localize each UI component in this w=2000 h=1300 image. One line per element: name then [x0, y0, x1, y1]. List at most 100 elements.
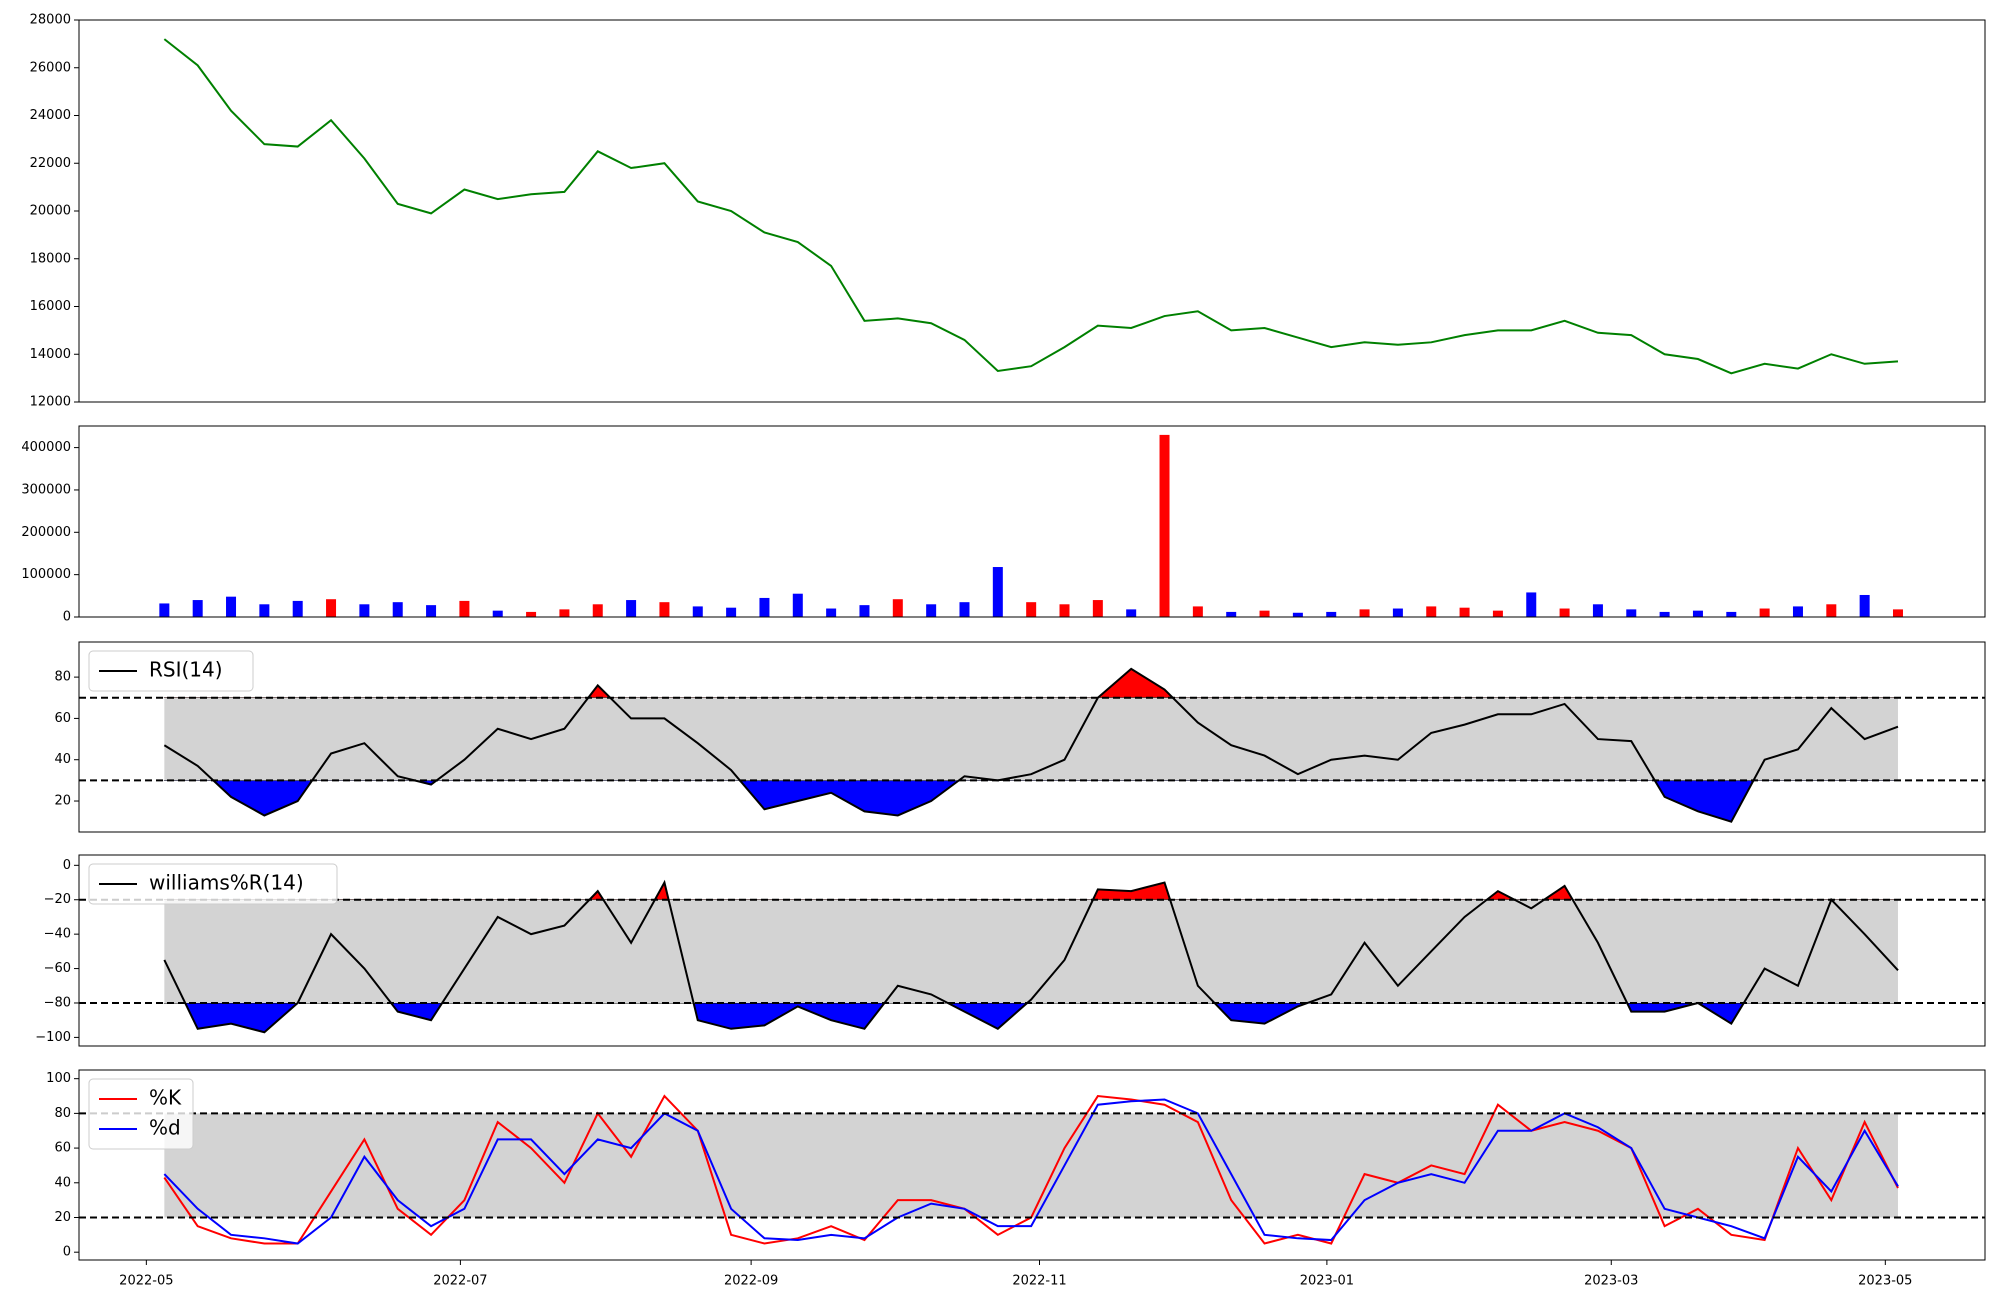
y-tick-label: 20: [54, 794, 71, 809]
y-tick-label: 14000: [30, 347, 71, 362]
y-tick-label: −20: [44, 892, 71, 907]
bar: [192, 600, 203, 617]
bar: [159, 603, 170, 617]
legend-label: williams%R(14): [149, 871, 304, 895]
legend: williams%R(14): [88, 863, 338, 905]
y-tick-label: 100000: [21, 567, 71, 582]
bar: [226, 596, 237, 617]
bar: [1792, 606, 1803, 617]
bar: [959, 602, 970, 617]
series-line: [163, 879, 1899, 1034]
x-tick-label: 2022-11: [1012, 1274, 1066, 1289]
bar: [692, 606, 703, 617]
x-tick-label: 2023-01: [1300, 1274, 1354, 1289]
bar: [1426, 606, 1437, 617]
legend: RSI(14): [88, 650, 254, 692]
overbought-fill: [163, 668, 1899, 698]
panel: 12000 14000 16000 18000 20000 22000 24000 26000…: [30, 13, 1986, 410]
bar: [1559, 608, 1570, 617]
bar: [426, 605, 437, 617]
y-tick-label: 80: [54, 1106, 71, 1121]
plot-frame: [78, 1069, 1986, 1261]
bar: [1359, 609, 1370, 617]
legend-label: %K: [149, 1086, 182, 1110]
y-tick-label: 60: [54, 711, 71, 726]
y-tick-label: 18000: [30, 251, 71, 266]
bar: [1726, 611, 1737, 617]
threshold-band: [164, 1113, 1898, 1218]
bar: [1259, 610, 1270, 617]
panel: −100 −80 −60 −40 −20 0 williams%R(14): [35, 854, 1986, 1047]
y-tick-label: 20: [54, 1210, 71, 1225]
bar: [292, 600, 303, 617]
bar: [1059, 604, 1070, 617]
bar: [1826, 604, 1837, 617]
x-tick-label: 2023-05: [1858, 1274, 1912, 1289]
bar: [1126, 609, 1137, 617]
bar: [759, 597, 770, 617]
y-tick-label: 60: [54, 1141, 71, 1156]
legend-label: RSI(14): [149, 658, 223, 682]
y-tick-label: 24000: [30, 108, 71, 123]
bar: [926, 604, 937, 617]
plot-frame: [78, 425, 1986, 618]
y-tick-label: 300000: [21, 482, 71, 497]
bar: [592, 604, 603, 617]
y-tick-label: 100: [46, 1071, 71, 1086]
panel: 0 100000 200000 300000 400000: [21, 425, 1986, 625]
y-tick-label: 0: [63, 610, 71, 625]
bar: [392, 602, 403, 617]
bar: [726, 607, 737, 617]
legend-box: [88, 650, 254, 692]
bar: [1859, 594, 1870, 617]
bar: [1759, 608, 1770, 617]
y-tick-label: 16000: [30, 299, 71, 314]
bar: [1026, 602, 1037, 617]
bar: [1459, 607, 1470, 617]
bar: [526, 611, 537, 617]
panel: 0 20 40 60 80 100 %K %d: [46, 1069, 1986, 1261]
y-tick-label: 12000: [30, 395, 71, 410]
bar: [326, 599, 337, 617]
panel: 20 40 60 80 RSI(14): [54, 641, 1986, 833]
bar: [992, 567, 1003, 617]
bar: [459, 600, 470, 617]
bar: [259, 604, 270, 617]
y-tick-label: 80: [54, 670, 71, 685]
plot-frame: [78, 854, 1986, 1047]
bar: [359, 604, 370, 617]
bar: [1626, 609, 1637, 617]
bar: [1659, 611, 1670, 617]
bar: [1392, 608, 1403, 617]
bar: [1159, 434, 1170, 617]
y-tick-label: 28000: [30, 13, 71, 28]
threshold-band: [164, 697, 1898, 781]
y-tick-label: −40: [44, 927, 71, 942]
bar: [1192, 606, 1203, 617]
legend: %K %d: [88, 1078, 194, 1150]
bar: [1292, 612, 1303, 617]
bar: [792, 593, 803, 617]
bar: [559, 609, 570, 617]
series-line: [163, 1098, 1899, 1245]
bar: [1892, 609, 1903, 617]
bar: [1592, 604, 1603, 617]
bar: [1092, 600, 1103, 617]
bar: [626, 600, 637, 617]
y-tick-label: 22000: [30, 156, 71, 171]
bar: [826, 608, 837, 617]
series-line: [163, 667, 1899, 823]
x-tick-label: 2022-09: [724, 1274, 778, 1289]
y-tick-label: 20000: [30, 204, 71, 219]
bar: [1526, 592, 1537, 617]
bar: [1226, 611, 1237, 617]
series-line: [163, 38, 1899, 375]
y-tick-label: 40: [54, 1175, 71, 1190]
legend-label: %d: [149, 1116, 181, 1140]
x-tick-label: 2023-03: [1584, 1274, 1638, 1289]
plot-frame: [78, 641, 1986, 833]
y-tick-label: 0: [63, 1245, 71, 1260]
x-tick-label: 2022-07: [433, 1274, 487, 1289]
bar: [892, 599, 903, 617]
